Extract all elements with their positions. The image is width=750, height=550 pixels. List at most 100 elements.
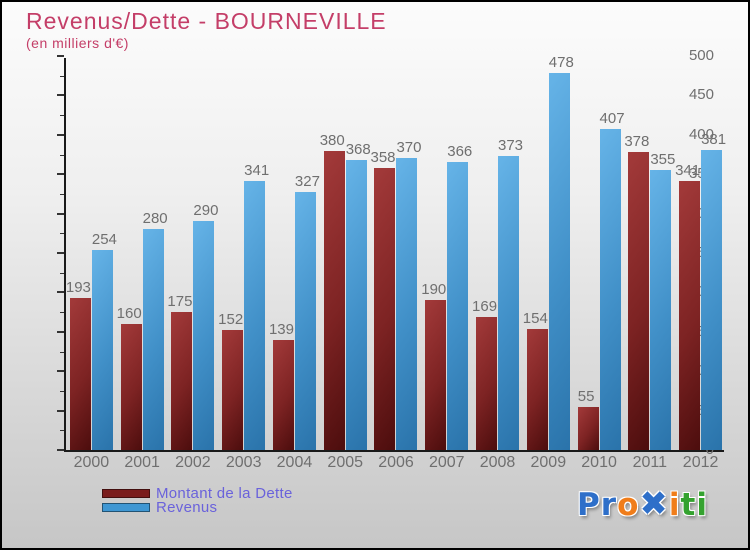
y-axis-tick-400 <box>57 133 64 136</box>
bar-value-dette-2002: 175 <box>167 293 193 311</box>
bar-dette-2001 <box>120 323 142 450</box>
plot-area: 050100150200250300350400450500 193254200… <box>57 47 726 471</box>
bar-value-dette-2003: 152 <box>218 311 244 329</box>
y-axis-tick-125 <box>60 351 64 353</box>
bar-revenus-2005 <box>345 160 367 450</box>
y-axis-tick-75 <box>60 390 64 392</box>
logo-letter-6: i <box>696 487 708 523</box>
legend-swatch-revenus <box>102 502 150 512</box>
bar-dette-2003 <box>222 330 244 450</box>
x-axis-label-2005: 2005 <box>327 454 364 471</box>
bar-group-2002: 175 290 2002 <box>167 58 218 471</box>
y-axis-tick-350 <box>57 173 64 176</box>
y-axis-tick-425 <box>60 115 64 117</box>
bar-revenus-2011 <box>650 170 672 450</box>
bar-value-revenus-2008: 373 <box>498 137 524 155</box>
bar-value-revenus-2000: 254 <box>91 230 117 248</box>
x-axis-label-2012: 2012 <box>682 454 719 471</box>
bar-value-revenus-2005: 368 <box>345 141 371 159</box>
x-axis-label-2003: 2003 <box>225 454 262 471</box>
logo-letter-2: o <box>617 487 640 523</box>
proxiti-logo: Pro✖iti <box>577 484 708 524</box>
bar-revenus-2010 <box>599 129 621 450</box>
y-axis-tick-475 <box>60 75 64 77</box>
y-axis-tick-25 <box>60 430 64 432</box>
bar-dette-2005 <box>323 150 345 450</box>
bar-group-2008: 169 373 2008 <box>472 58 523 471</box>
bar-dette-2002 <box>171 312 193 450</box>
bar-dette-2004 <box>272 340 294 450</box>
bar-value-revenus-2011: 355 <box>650 151 676 169</box>
bar-revenus-2001 <box>142 229 164 450</box>
legend-label-revenus: Revenus <box>156 498 218 516</box>
bar-revenus-2008 <box>498 156 520 450</box>
bar-value-revenus-2001: 280 <box>142 210 168 228</box>
chart-title: Revenus/Dette - BOURNEVILLE <box>26 8 387 34</box>
bar-dette-2007 <box>425 300 447 450</box>
bar-value-revenus-2009: 478 <box>548 54 574 72</box>
legend-label-dette: Montant de la Dette <box>156 484 293 502</box>
x-axis-label-2011: 2011 <box>632 454 668 471</box>
y-axis-tick-200 <box>57 291 64 294</box>
y-axis-tick-250 <box>57 252 64 254</box>
x-axis-label-2009: 2009 <box>530 454 567 471</box>
bar-group-2007: 190 366 2007 <box>421 58 472 471</box>
legend-item-revenus: Revenus <box>102 498 293 516</box>
bar-dette-2008 <box>476 316 498 450</box>
y-axis-label-400: 400 <box>688 125 714 143</box>
legend-item-dette: Montant de la Dette <box>102 484 293 502</box>
bar-group-2001: 160 280 2001 <box>117 58 168 471</box>
bar-value-dette-2011: 378 <box>624 133 650 151</box>
y-axis-tick-375 <box>60 154 64 156</box>
bar-value-revenus-2012: 381 <box>701 130 727 148</box>
x-axis-label-2002: 2002 <box>175 454 211 471</box>
x-axis-label-2006: 2006 <box>378 454 414 471</box>
bar-group-2000: 193 254 2000 <box>66 58 117 471</box>
bar-value-dette-2004: 139 <box>268 321 294 339</box>
bar-value-dette-2008: 169 <box>472 297 498 315</box>
bar-value-dette-2012: 341 <box>675 162 701 180</box>
bar-revenus-2006 <box>396 158 418 450</box>
x-axis-label-2008: 2008 <box>479 454 516 471</box>
bar-group-2011: 378 355 2011 <box>624 58 675 471</box>
bar-value-revenus-2003: 341 <box>244 162 270 180</box>
y-axis-label-500: 500 <box>688 47 714 64</box>
x-axis-label-2004: 2004 <box>276 454 313 471</box>
x-axis-label-2001: 2001 <box>124 454 160 471</box>
bar-value-revenus-2007: 366 <box>447 142 473 160</box>
logo-letter-1: r <box>600 487 618 523</box>
y-axis-tick-450 <box>57 94 64 97</box>
logo-letter-5: t <box>680 487 697 523</box>
bar-revenus-2002 <box>193 221 215 450</box>
bar-group-2003: 152 341 2003 <box>218 58 269 471</box>
x-axis-label-2000: 2000 <box>73 454 110 471</box>
logo-letter-3: ✖ <box>639 484 669 524</box>
bar-value-dette-2005: 380 <box>319 131 345 149</box>
bar-value-revenus-2002: 290 <box>193 202 219 220</box>
bar-group-2010: 55 407 2010 <box>574 58 625 471</box>
bar-dette-2006 <box>374 167 396 450</box>
chart-subtitle: (en milliers d'€) <box>26 35 129 51</box>
bar-value-revenus-2010: 407 <box>599 110 625 128</box>
bar-value-dette-2010: 55 <box>577 387 595 405</box>
bar-value-dette-2007: 190 <box>421 281 447 299</box>
logo-letter-0: P <box>577 487 601 523</box>
y-axis-tick-500 <box>57 55 64 57</box>
bar-group-2012: 341 381 2012 <box>675 58 726 471</box>
bar-revenus-2007 <box>447 161 469 450</box>
x-axis-label-2007: 2007 <box>428 454 465 471</box>
bar-value-dette-2001: 160 <box>116 304 142 322</box>
logo-letter-4: i <box>668 487 681 523</box>
bar-dette-2000 <box>69 297 91 450</box>
bar-dette-2012 <box>679 181 701 450</box>
y-axis-tick-300 <box>57 212 64 215</box>
bar-revenus-2012 <box>701 149 723 450</box>
y-axis-tick-50 <box>57 409 64 412</box>
bar-revenus-2003 <box>244 181 266 450</box>
bar-dette-2010 <box>577 406 599 450</box>
legend: Montant de la Dette Revenus <box>102 484 293 516</box>
y-axis-tick-325 <box>60 193 64 195</box>
bar-revenus-2004 <box>294 192 316 450</box>
bar-group-2004: 139 327 2004 <box>269 58 320 471</box>
